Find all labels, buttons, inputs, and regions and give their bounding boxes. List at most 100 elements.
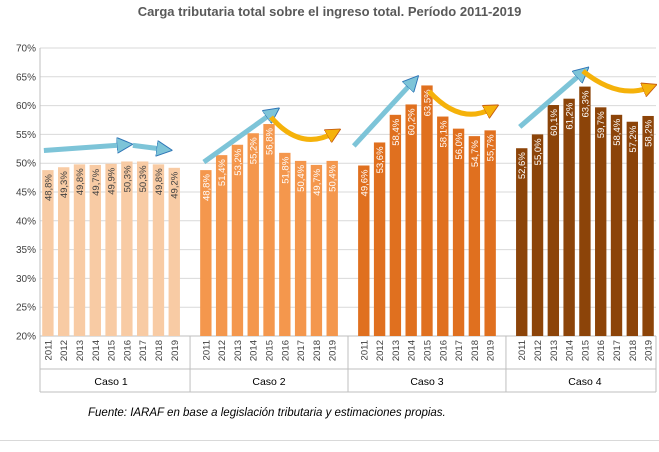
source-note: Fuente: IARAF en base a legislación trib…: [88, 407, 446, 419]
y-tick-label: 30%: [16, 274, 36, 285]
year-tick-label: 2013: [391, 340, 402, 361]
bar: [136, 161, 149, 336]
data-label: 52,6%: [517, 152, 528, 179]
data-label: 48,8%: [201, 174, 212, 201]
year-tick-label: 2015: [107, 340, 118, 361]
year-tick-label: 2011: [43, 340, 54, 360]
group-label: Caso 3: [410, 376, 443, 388]
data-label: 49,2%: [170, 171, 181, 198]
year-tick-label: 2011: [201, 340, 212, 360]
data-label: 53,6%: [375, 146, 386, 173]
data-label: 50,3%: [138, 165, 149, 192]
data-label: 55,0%: [533, 138, 544, 165]
year-tick-label: 2016: [438, 340, 449, 361]
y-tick-label: 55%: [16, 130, 36, 141]
data-label: 49,6%: [359, 169, 370, 196]
y-tick-label: 40%: [16, 216, 36, 227]
bar: [215, 155, 228, 336]
data-label: 49,3%: [59, 171, 70, 198]
year-tick-label: 2016: [596, 340, 607, 361]
year-tick-label: 2013: [75, 340, 86, 361]
bar: [263, 124, 275, 336]
data-label: 60,1%: [549, 108, 560, 135]
year-tick-label: 2019: [486, 340, 497, 361]
bar: [231, 144, 244, 336]
bar: [326, 160, 338, 336]
bar: [58, 167, 70, 336]
year-tick-label: 2018: [470, 340, 481, 361]
trend-arrow: [43, 145, 125, 151]
data-label: 49,8%: [154, 168, 165, 195]
data-label: 50,4%: [296, 164, 307, 191]
year-tick-label: 2011: [517, 340, 528, 360]
bar: [595, 107, 607, 336]
bar: [358, 165, 370, 336]
y-tick-label: 45%: [16, 188, 36, 199]
data-label: 58,4%: [391, 118, 402, 145]
year-tick-label: 2016: [280, 340, 291, 361]
bar: [484, 130, 496, 336]
chart-title: Carga tributaria total sobre el ingreso …: [137, 4, 522, 19]
year-tick-label: 2012: [533, 340, 544, 361]
data-label: 57,2%: [628, 125, 639, 152]
data-label: 61,2%: [565, 102, 576, 129]
data-label: 50,4%: [328, 164, 339, 191]
data-label: 49,8%: [75, 168, 86, 195]
year-tick-label: 2013: [233, 340, 244, 361]
bar: [42, 170, 54, 336]
data-label: 49,7%: [91, 168, 102, 195]
data-label: 55,7%: [486, 134, 497, 161]
data-label: 48,8%: [43, 174, 54, 201]
data-label: 51,4%: [217, 159, 228, 186]
year-tick-label: 2015: [265, 340, 276, 361]
data-label: 53,2%: [233, 148, 244, 175]
bar: [547, 105, 560, 336]
year-tick-label: 2014: [249, 340, 260, 361]
data-label: 59,7%: [596, 111, 607, 138]
bar: [452, 128, 465, 336]
trend-arrow: [132, 145, 165, 149]
data-label: 58,2%: [644, 119, 655, 146]
data-label: 60,2%: [407, 108, 418, 135]
y-tick-label: 35%: [16, 245, 36, 256]
bar: [405, 104, 417, 336]
y-tick-label: 70%: [16, 44, 36, 55]
bar: [310, 164, 323, 336]
bar: [626, 121, 638, 336]
bar: [247, 133, 259, 336]
year-tick-label: 2018: [154, 340, 165, 361]
bar: [279, 152, 291, 336]
trend-arrow: [351, 81, 413, 148]
bar: [421, 85, 433, 336]
group-label: Caso 2: [252, 376, 285, 388]
year-tick-label: 2019: [644, 340, 655, 361]
year-tick-label: 2017: [296, 340, 307, 361]
year-tick-label: 2013: [549, 340, 560, 361]
bar: [89, 164, 101, 336]
year-tick-label: 2016: [122, 340, 133, 361]
year-tick-label: 2012: [375, 340, 386, 361]
data-label: 63,3%: [580, 90, 591, 117]
bottom-divider: [0, 440, 659, 441]
bar: [389, 114, 402, 336]
y-tick-label: 20%: [16, 332, 36, 343]
y-tick-label: 25%: [16, 303, 36, 314]
bar: [121, 161, 133, 336]
bar: [531, 134, 544, 336]
year-tick-label: 2017: [138, 340, 149, 361]
year-tick-label: 2015: [422, 340, 433, 361]
data-label: 49,7%: [312, 168, 323, 195]
bar: [468, 136, 481, 336]
year-tick-label: 2012: [217, 340, 228, 361]
data-label: 51,8%: [280, 156, 291, 183]
data-label: 56,0%: [454, 132, 465, 159]
y-tick-label: 60%: [16, 101, 36, 112]
bar: [579, 86, 591, 336]
bar: [610, 114, 623, 336]
bar: [294, 160, 307, 336]
group-label: Caso 4: [568, 376, 601, 388]
bar: [73, 164, 86, 336]
y-tick-label: 65%: [16, 72, 36, 83]
bar: [642, 115, 654, 336]
data-label: 50,3%: [122, 165, 133, 192]
